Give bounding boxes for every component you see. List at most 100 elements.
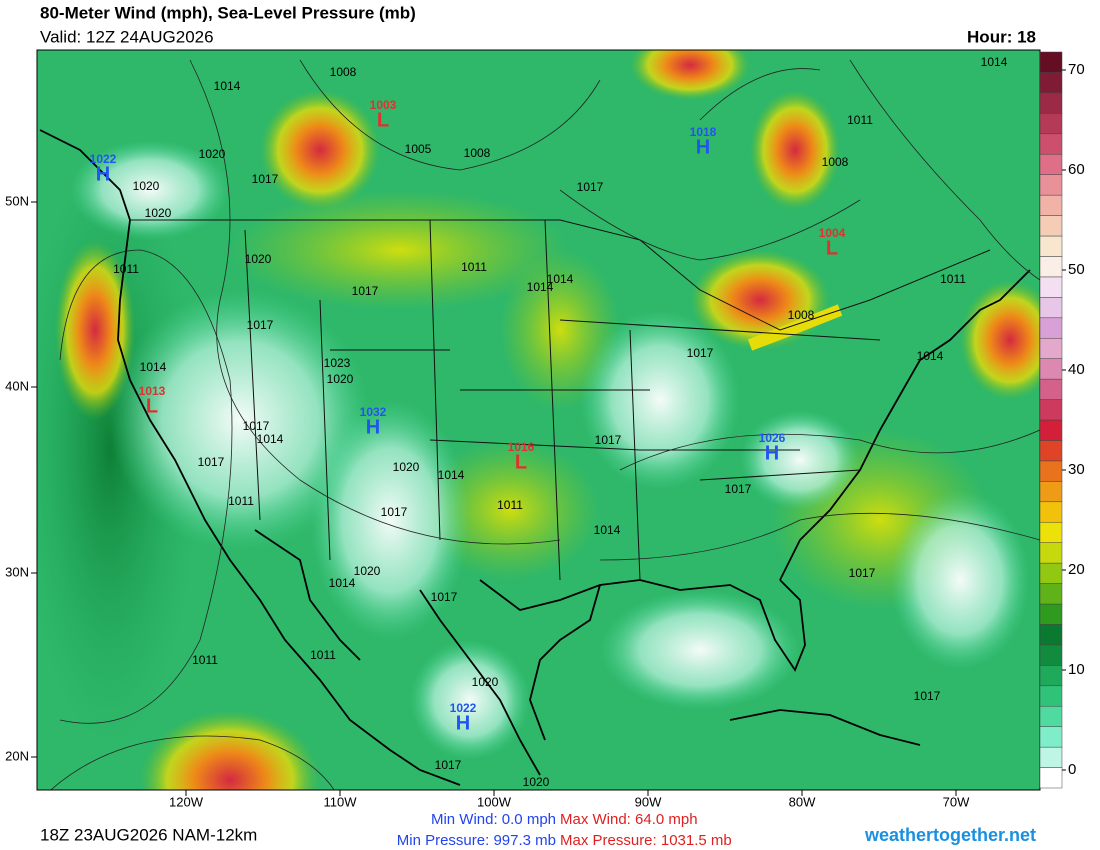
valid-time: Valid: 12Z 24AUG2026 bbox=[40, 27, 214, 46]
center-value: 1016 bbox=[508, 440, 535, 454]
lon-label: 120W bbox=[169, 794, 204, 809]
isobar-label: 1014 bbox=[438, 468, 465, 482]
isobar-label: 1014 bbox=[527, 280, 554, 294]
isobar-label: 1017 bbox=[914, 689, 941, 703]
colorbar-cell bbox=[1039, 746, 1063, 768]
center-value: 1022 bbox=[450, 701, 477, 715]
center-value: 1013 bbox=[139, 384, 166, 398]
isobar-label: 1017 bbox=[243, 419, 270, 433]
colorbar-cell bbox=[1039, 174, 1063, 196]
isobar-label: 1020 bbox=[327, 372, 354, 386]
field-shade bbox=[580, 310, 740, 490]
colorbar-cell bbox=[1039, 358, 1063, 380]
colorbar-cell bbox=[1039, 521, 1063, 543]
colorbar-cell bbox=[1039, 399, 1063, 421]
isobar-label: 1020 bbox=[199, 147, 226, 161]
center-symbol: H bbox=[366, 416, 380, 438]
isobar-label: 1017 bbox=[247, 318, 274, 332]
field-shade bbox=[310, 400, 470, 640]
field-shade bbox=[750, 90, 840, 210]
colorbar-cell bbox=[1039, 624, 1063, 646]
isobar-label: 1011 bbox=[310, 648, 336, 662]
center-symbol: H bbox=[456, 712, 470, 734]
site-link[interactable]: weathertogether.net bbox=[864, 825, 1036, 845]
colorbar-cell bbox=[1039, 542, 1063, 564]
isobar-label: 1020 bbox=[354, 564, 381, 578]
isobar-label: 1014 bbox=[917, 349, 944, 363]
center-value: 1022 bbox=[90, 152, 117, 166]
field-shade bbox=[630, 50, 750, 100]
colorbar-cell bbox=[1039, 378, 1063, 400]
colorbar-cell bbox=[1039, 603, 1063, 625]
map-title: 80-Meter Wind (mph), Sea-Level Pressure … bbox=[40, 3, 416, 22]
colorbar-cell bbox=[1039, 194, 1063, 216]
field-shade bbox=[110, 290, 370, 550]
lon-label: 100W bbox=[477, 794, 512, 809]
colorbar-cell bbox=[1039, 726, 1063, 748]
colorbar-cell bbox=[1039, 767, 1063, 789]
colorbar-cell bbox=[1039, 133, 1063, 155]
isobar-label: 1017 bbox=[849, 566, 876, 580]
isobar-label: 1008 bbox=[822, 155, 849, 169]
isobar-label: 1017 bbox=[381, 505, 408, 519]
lat-label: 50N bbox=[5, 193, 29, 208]
colorbar-tick-label: 60 bbox=[1068, 161, 1085, 178]
field-shade bbox=[740, 410, 860, 510]
colorbar-tick-label: 0 bbox=[1068, 761, 1076, 778]
field-shade bbox=[600, 590, 800, 710]
colorbar-cell bbox=[1039, 481, 1063, 503]
max-wind: Max Wind: 64.0 mph bbox=[560, 811, 698, 828]
isobar-label: 1011 bbox=[461, 260, 487, 274]
colorbar-cell bbox=[1039, 317, 1063, 339]
colorbar-cell bbox=[1039, 276, 1063, 298]
isobar-label: 1011 bbox=[113, 262, 139, 276]
colorbar-cell bbox=[1039, 113, 1063, 135]
colorbar-tick-label: 20 bbox=[1068, 561, 1085, 578]
isobar-label: 1017 bbox=[352, 284, 379, 298]
center-symbol: L bbox=[146, 395, 158, 417]
isobar-label: 1020 bbox=[245, 252, 272, 266]
colorbar-cell bbox=[1039, 705, 1063, 727]
isobar-label: 1017 bbox=[431, 590, 458, 604]
isobar-label: 1017 bbox=[725, 482, 752, 496]
field-shade bbox=[260, 90, 380, 210]
colorbar-tick-label: 30 bbox=[1068, 461, 1085, 478]
isobar-label: 1011 bbox=[228, 494, 254, 508]
coastline bbox=[39, 129, 1031, 786]
colorbar-tick-label: 10 bbox=[1068, 661, 1085, 678]
center-symbol: L bbox=[826, 237, 838, 259]
model-run: 18Z 23AUG2026 NAM-12km bbox=[40, 825, 257, 844]
isobar-label: 1020 bbox=[145, 206, 172, 220]
colorbar-cell bbox=[1039, 215, 1063, 237]
lon-label: 80W bbox=[789, 794, 816, 809]
min-wind: Min Wind: 0.0 mph bbox=[431, 811, 556, 828]
isobar-label: 1014 bbox=[981, 55, 1008, 69]
lon-label: 70W bbox=[943, 794, 970, 809]
isobar-label: 1017 bbox=[435, 758, 462, 772]
colorbar-tick-label: 70 bbox=[1068, 61, 1085, 78]
isobar-label: 1014 bbox=[140, 360, 167, 374]
colorbar-cell bbox=[1039, 644, 1063, 666]
isobar-label: 1020 bbox=[133, 179, 160, 193]
isobar-label: 1017 bbox=[577, 180, 604, 194]
colorbar-cell bbox=[1039, 72, 1063, 94]
isobar-label: 1014 bbox=[547, 272, 574, 286]
colorbar-tick-label: 40 bbox=[1068, 361, 1085, 378]
isobar-label: 1023 bbox=[324, 356, 351, 370]
isobar-label: 1008 bbox=[330, 65, 357, 79]
map-field bbox=[37, 50, 1040, 790]
colorbar-cell bbox=[1039, 297, 1063, 319]
lat-label: 30N bbox=[5, 564, 29, 579]
isobar-label: 1014 bbox=[214, 79, 241, 93]
forecast-hour: Hour: 18 bbox=[967, 27, 1036, 46]
isobar-label: 1017 bbox=[595, 433, 622, 447]
lon-label: 110W bbox=[324, 794, 358, 809]
center-symbol: L bbox=[377, 109, 389, 131]
isobar-label: 1020 bbox=[393, 460, 420, 474]
min-pressure: Min Pressure: 997.3 mb bbox=[397, 832, 556, 849]
lat-label: 40N bbox=[5, 378, 29, 393]
isobar-label: 1017 bbox=[252, 172, 279, 186]
colorbar-cell bbox=[1039, 685, 1063, 707]
colorbar-tick-label: 50 bbox=[1068, 261, 1085, 278]
center-symbol: L bbox=[515, 451, 527, 473]
